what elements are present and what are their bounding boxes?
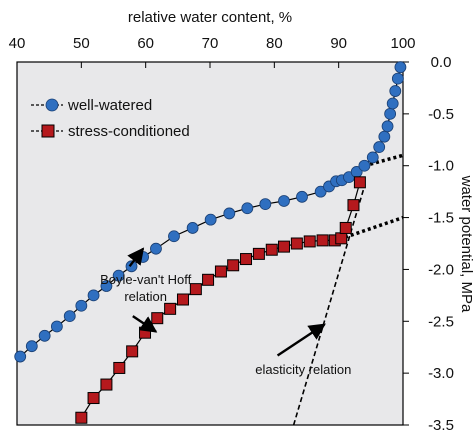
data-point-well-watered [14, 350, 27, 363]
data-point-well-watered [296, 190, 308, 203]
x-tick-label: 100 [390, 35, 415, 52]
data-point-stress-conditioned [227, 259, 240, 272]
data-point-well-watered [168, 230, 180, 243]
x-tick-label: 80 [266, 35, 283, 52]
data-point-stress-conditioned [347, 199, 360, 212]
data-point-well-watered [87, 289, 100, 302]
data-point-well-watered [391, 72, 404, 85]
annotation-label: relation [124, 289, 167, 304]
x-tick-label: 40 [9, 35, 26, 52]
annotation-label: elasticity relation [255, 362, 351, 377]
extrapolation-line [344, 215, 404, 239]
data-point-stress-conditioned [303, 235, 316, 248]
y-tick-label: 0.0 [431, 54, 452, 71]
y-tick-label: -0.5 [428, 106, 454, 123]
data-point-stress-conditioned [277, 240, 290, 253]
data-point-stress-conditioned [290, 237, 303, 250]
x-tick-label: 50 [73, 35, 90, 52]
data-point-well-watered [25, 340, 38, 353]
data-point-well-watered [186, 222, 199, 234]
legend-label: stress-conditioned [68, 123, 190, 140]
data-point-well-watered [386, 97, 399, 110]
data-point-well-watered [366, 151, 379, 164]
x-axis-title: relative water content, % [128, 9, 292, 26]
data-point-well-watered [384, 107, 397, 120]
data-point-well-watered [241, 202, 254, 215]
data-point-stress-conditioned [353, 176, 366, 189]
data-point-stress-conditioned [316, 234, 329, 247]
data-point-well-watered [378, 130, 391, 143]
y-tick-label: -1.0 [428, 158, 454, 175]
data-point-stress-conditioned [339, 221, 352, 234]
data-point-stress-conditioned [75, 411, 88, 424]
x-tick-label: 70 [202, 35, 219, 52]
data-point-stress-conditioned [151, 312, 164, 325]
y-tick-label: -3.5 [428, 417, 454, 434]
data-point-stress-conditioned [335, 232, 348, 245]
data-point-well-watered [204, 213, 217, 226]
data-point-well-watered [63, 310, 76, 323]
y-axis-title: water potential, MPa [458, 175, 474, 313]
data-point-well-watered [112, 269, 125, 282]
annotation-label: Boyle-van't Hoff [100, 272, 192, 287]
data-point-stress-conditioned [113, 361, 126, 374]
data-point-well-watered [50, 320, 63, 333]
data-point-well-watered [373, 141, 386, 153]
data-point-well-watered [150, 242, 162, 255]
data-point-stress-conditioned [87, 392, 100, 405]
data-point-stress-conditioned [164, 302, 177, 315]
data-point-stress-conditioned [126, 345, 139, 358]
data-point-stress-conditioned [202, 273, 215, 286]
annotation-arrow [127, 247, 145, 268]
data-point-well-watered [259, 198, 272, 210]
data-point-well-watered [100, 280, 113, 292]
data-point-well-watered [381, 120, 394, 133]
y-tick-label: -2.5 [428, 313, 454, 330]
annotation-arrow [132, 315, 158, 333]
y-tick-label: -2.0 [428, 261, 454, 278]
extrapolation-line [363, 153, 404, 168]
x-tick-label: 60 [137, 35, 154, 52]
data-point-stress-conditioned [240, 253, 253, 266]
y-tick-label: -1.5 [428, 210, 454, 227]
data-point-stress-conditioned [265, 243, 278, 256]
data-point-well-watered [314, 185, 327, 198]
legend-marker-well-watered [45, 98, 59, 112]
y-tick-label: -3.0 [428, 365, 454, 382]
data-point-well-watered [389, 85, 402, 97]
data-point-well-watered [38, 329, 51, 342]
data-point-well-watered [278, 195, 290, 207]
annotation-arrow [276, 323, 326, 357]
legend-marker-stress-conditioned [41, 124, 55, 138]
data-point-stress-conditioned [100, 378, 113, 391]
data-point-stress-conditioned [252, 247, 265, 260]
data-point-well-watered [358, 159, 371, 172]
elasticity-line [292, 186, 366, 426]
data-point-well-watered [394, 61, 407, 74]
x-tick-label: 90 [330, 35, 347, 52]
data-point-well-watered [223, 207, 236, 220]
data-point-stress-conditioned [214, 265, 227, 278]
data-point-stress-conditioned [139, 326, 152, 339]
data-point-stress-conditioned [176, 293, 189, 306]
data-point-well-watered [75, 299, 88, 312]
data-point-stress-conditioned [189, 283, 202, 296]
legend-label: well-watered [67, 97, 152, 114]
